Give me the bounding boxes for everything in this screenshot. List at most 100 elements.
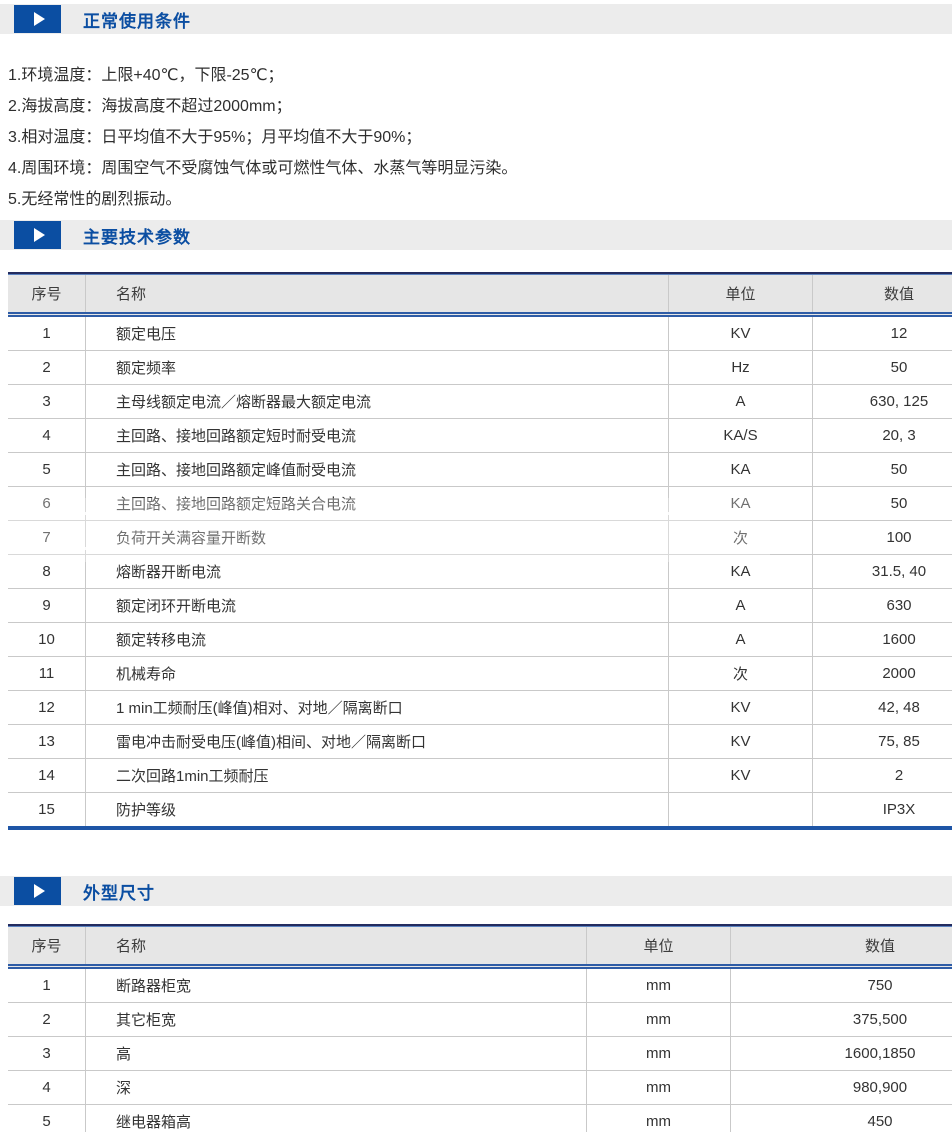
table-cell: A: [668, 588, 813, 623]
condition-item: 3.相对温度：日平均值不大于95%；月平均值不大于90%；: [8, 129, 422, 146]
condition-item: 4.周围环境：周围空气不受腐蚀气体或可燃性气体、水蒸气等明显污染。: [8, 160, 518, 177]
table-cell: A: [668, 384, 813, 419]
table-cell: 二次回路1min工频耐压: [85, 758, 669, 793]
header-row: 序号 名称 单位 数值: [8, 274, 952, 317]
table-cell: 4: [8, 418, 86, 453]
table-cell: 负荷开关满容量开断数: [85, 520, 669, 555]
column-header: 序号: [8, 926, 86, 969]
table-cell: 深: [85, 1070, 587, 1105]
table-cell: 10: [8, 622, 86, 657]
table-cell: 5: [8, 452, 86, 487]
table-cell: 6: [8, 486, 86, 521]
dimensions-table-wrapper: 序号 名称 单位 数值 1 断路器柜宽 mm 750 2 其它柜宽 mm 375,500 3 高 mm 160…: [8, 924, 952, 1132]
table-row: 5 主回路、接地回路额定峰值耐受电流 KA 50: [8, 452, 952, 487]
table-cell: 2: [812, 758, 952, 793]
table-row: 4 主回路、接地回路额定短时耐受电流 KA/S 20, 3: [8, 418, 952, 453]
parameters-table: 序号 名称 单位 数值 1 额定电压 KV 12 2 额定频率 Hz 50 3 主母线额定电流／熔断器最大…: [8, 274, 952, 826]
column-header: 数值: [730, 926, 952, 969]
table-cell: 100: [812, 520, 952, 555]
table-cell: [668, 792, 813, 826]
table-cell: KV: [668, 314, 813, 351]
section-header-normal-conditions: 正常使用条件: [0, 4, 952, 34]
table-row: 5 继电器箱高 mm 450: [8, 1104, 952, 1132]
table-cell: 11: [8, 656, 86, 691]
table-cell: 50: [812, 350, 952, 385]
table-cell: 1: [8, 966, 86, 1003]
table-cell: mm: [586, 1104, 731, 1132]
table-cell: 3: [8, 384, 86, 419]
table-cell: KA/S: [668, 418, 813, 453]
condition-item: 5.无经常性的剧烈振动。: [8, 191, 182, 208]
table-cell: 1600,1850: [730, 1036, 952, 1071]
table-cell: Hz: [668, 350, 813, 385]
table-cell: 13: [8, 724, 86, 759]
table-cell: 1: [8, 314, 86, 351]
table-cell: mm: [586, 966, 731, 1003]
table-row: 3 主母线额定电流／熔断器最大额定电流 A 630, 125: [8, 384, 952, 419]
table-row: 1 断路器柜宽 mm 750: [8, 966, 952, 1003]
table-cell: 机械寿命: [85, 656, 669, 691]
table-cell: 9: [8, 588, 86, 623]
table-cell: 1600: [812, 622, 952, 657]
section-title: 外型尺寸: [83, 883, 155, 903]
table-cell: 额定闭环开断电流: [85, 588, 669, 623]
table-row: 10 额定转移电流 A 1600: [8, 622, 952, 657]
triangle-glyph: [33, 228, 45, 242]
table-cell: 8: [8, 554, 86, 589]
column-header: 单位: [668, 274, 813, 317]
table-cell: 其它柜宽: [85, 1002, 587, 1037]
table-cell: 额定转移电流: [85, 622, 669, 657]
column-header: 数值: [812, 274, 952, 317]
table-row: 6 主回路、接地回路额定短路关合电流 KA 50: [8, 486, 952, 521]
table-cell: 15: [38, 801, 55, 818]
table-row: 13 雷电冲击耐受电压(峰值)相间、对地／隔离断口 KV 75, 85: [8, 724, 952, 759]
table-cell: 2000: [812, 656, 952, 691]
table-cell: mm: [586, 1036, 731, 1071]
table-cell: 375,500: [730, 1002, 952, 1037]
condition-item: 1.环境温度：上限+40℃，下限-25℃；: [8, 67, 284, 84]
table-row: 12 1 min工频耐压(峰值)相对、对地／隔离断口 KV 42, 48: [8, 690, 952, 725]
table-cell: mm: [586, 1002, 731, 1037]
table-cell: 2: [8, 1002, 86, 1037]
table-cell: 防护等级: [85, 792, 669, 826]
table-cell: KV: [668, 690, 813, 725]
condition-item: 2.海拔高度：海拔高度不超过2000mm；: [8, 98, 292, 115]
table-row: 2 其它柜宽 mm 375,500: [8, 1002, 952, 1037]
table-cell: 额定频率: [85, 350, 669, 385]
table-cell: KA: [668, 452, 813, 487]
column-header: 序号: [8, 274, 86, 317]
table-cell: 12: [812, 314, 952, 351]
table-cell: 断路器柜宽: [85, 966, 587, 1003]
header-row: 序号 名称 单位 数值: [8, 926, 952, 969]
table-cell: 主回路、接地回路额定短时耐受电流: [85, 418, 669, 453]
table-cell: 20, 3: [812, 418, 952, 453]
table-row: 11 机械寿命次 2000: [8, 656, 952, 691]
parameters-table-wrapper: 序号 名称 单位 数值 1 额定电压 KV 12 2 额定频率 Hz 50 3 主母线额定电流／熔断器最大…: [8, 272, 952, 830]
table-cell: IP3X: [812, 792, 952, 826]
table-cell: 额定电压: [85, 314, 669, 351]
table-cell: 主回路、接地回路额定峰值耐受电流: [85, 452, 669, 487]
table-cell: 3: [8, 1036, 86, 1071]
section-header-dimensions: 外型尺寸: [0, 876, 952, 906]
table-cell: mm: [586, 1070, 731, 1105]
table-cell: 42, 48: [812, 690, 952, 725]
table-cell: 次: [668, 656, 813, 691]
play-arrow-icon: [14, 221, 61, 249]
table-row: 15 防护等级 IP3X: [8, 792, 952, 826]
table-cell: 630, 125: [812, 384, 952, 419]
table-row: 14 二次回路1min工频耐压 KV 2: [8, 758, 952, 793]
table-cell: 50: [812, 486, 952, 521]
play-arrow-icon: [14, 5, 61, 33]
table-cell: 雷电冲击耐受电压(峰值)相间、对地／隔离断口: [85, 724, 669, 759]
table-cell: 熔断器开断电流: [85, 554, 669, 589]
table-cell: 2: [8, 350, 86, 385]
table-cell: KA: [668, 554, 813, 589]
table-cell: 主母线额定电流／熔断器最大额定电流: [85, 384, 669, 419]
table-row: 7 负荷开关满容量开断数次 100: [8, 520, 952, 555]
column-header: 名称: [85, 926, 587, 969]
table-cell: 75, 85: [812, 724, 952, 759]
table-row: 9 额定闭环开断电流 A 630: [8, 588, 952, 623]
table-cell: KA: [668, 486, 813, 521]
table-cell: 450: [730, 1104, 952, 1132]
